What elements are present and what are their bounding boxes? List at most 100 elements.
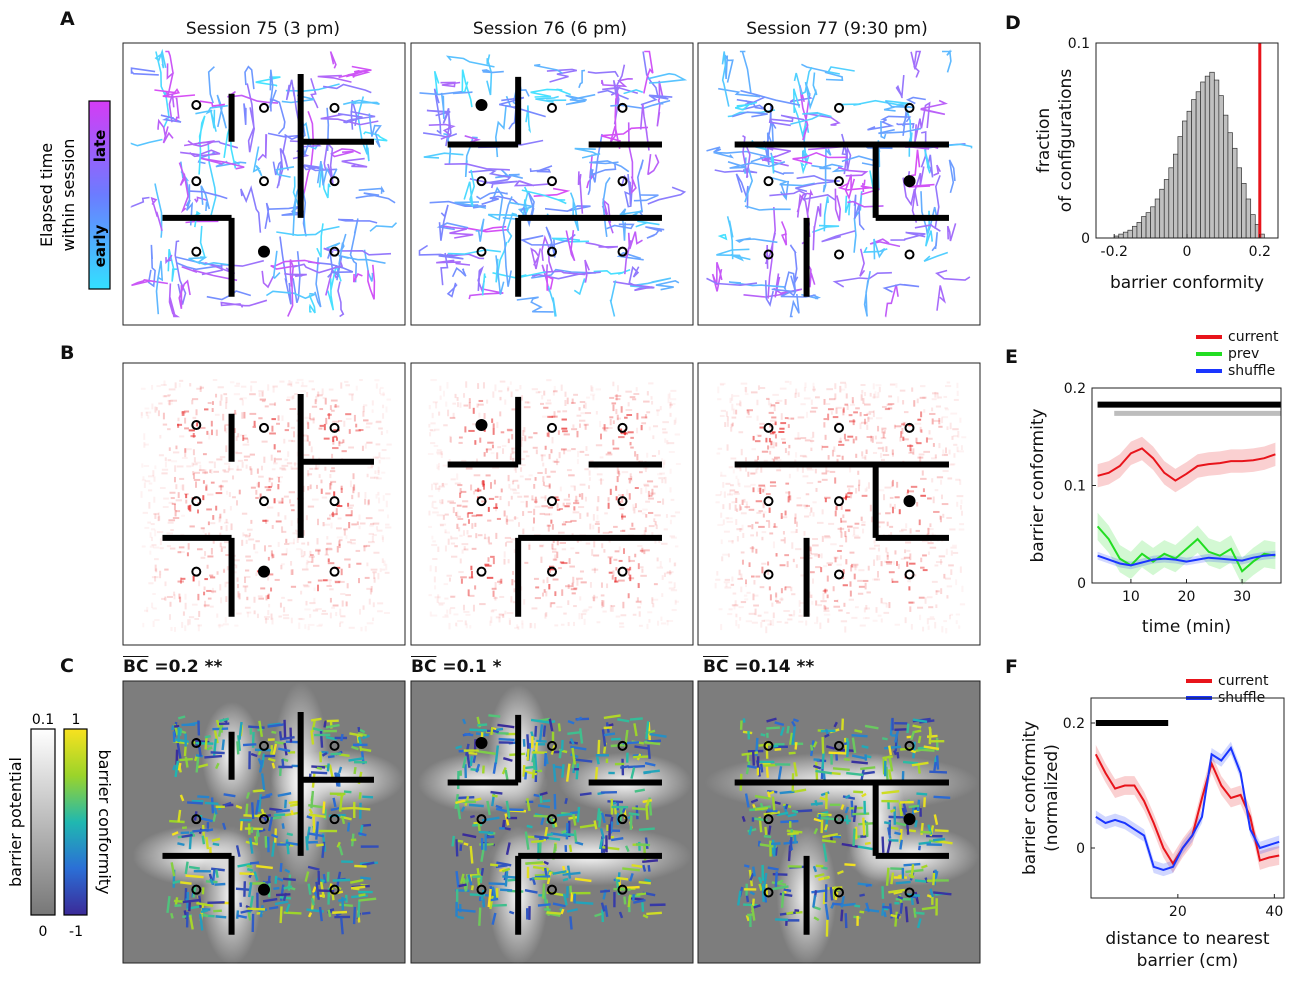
trajectory-segment xyxy=(647,153,660,175)
conformity-segment xyxy=(192,886,197,898)
conformity-segment xyxy=(468,803,484,808)
conformity-segment xyxy=(542,725,547,737)
conformity-segment xyxy=(338,845,344,856)
arrow-field-panel-3 xyxy=(697,362,981,646)
trajectory-segment xyxy=(801,293,822,300)
conformity-segment xyxy=(646,911,662,916)
trajectory-segment xyxy=(369,222,398,232)
conformity-segment xyxy=(171,725,175,731)
legend-f-current: current xyxy=(1186,672,1269,689)
trajectory-segment xyxy=(368,113,382,148)
histogram-bar xyxy=(1232,147,1238,239)
conformity-segment xyxy=(864,841,871,846)
conformity-segment xyxy=(357,736,362,745)
conformity-segment xyxy=(760,733,766,737)
trajectory-panel-2 xyxy=(410,42,694,326)
conformity-segment xyxy=(638,880,652,885)
trajectory-segment xyxy=(735,101,758,111)
conformity-segment xyxy=(821,866,828,870)
histogram-bar xyxy=(1127,229,1133,239)
reward-node xyxy=(763,814,774,825)
trajectory-segment xyxy=(837,182,880,196)
conformity-segment xyxy=(267,757,276,762)
histogram-bar xyxy=(1118,233,1124,239)
conformity-segment xyxy=(902,803,908,813)
conformity-segment xyxy=(645,721,650,740)
trajectory-segment xyxy=(602,177,611,238)
trajectory-segment xyxy=(801,63,844,82)
conformity-segment xyxy=(767,866,779,871)
trajectory-segment xyxy=(440,252,449,286)
conformity-segment xyxy=(488,714,501,718)
conformity-segment xyxy=(472,755,477,763)
trajectory-segment xyxy=(168,283,181,318)
trajectory-segment xyxy=(647,72,688,84)
trajectory-segment xyxy=(531,271,602,280)
conformity-segment xyxy=(501,867,511,873)
conformity-segment xyxy=(896,751,900,759)
conformity-segment xyxy=(278,766,282,776)
trajectory-segment xyxy=(131,279,169,287)
colorbar-late-label: late xyxy=(91,130,109,163)
arrow-field-panel-2 xyxy=(410,362,694,646)
conformity-segment xyxy=(811,889,828,894)
trajectory-segment xyxy=(711,262,723,292)
reward-node xyxy=(259,496,269,507)
reward-node xyxy=(191,246,202,257)
conformity-segment xyxy=(901,807,907,816)
conformity-segment xyxy=(894,728,907,731)
trajectory-segment xyxy=(358,185,385,194)
trajectory-segment xyxy=(656,80,664,127)
conformity-segment xyxy=(644,837,649,850)
conformity-segment xyxy=(271,841,276,857)
conformity-segment xyxy=(574,758,593,763)
conformity-segment xyxy=(796,809,813,813)
reward-node xyxy=(834,102,844,113)
conformity-segment xyxy=(457,908,476,913)
session-title-3: Session 77 (9:30 pm) xyxy=(746,19,928,39)
trajectory-segment xyxy=(174,240,187,305)
conformity-segment xyxy=(354,806,371,811)
reward-node xyxy=(476,884,487,895)
trajectory-segment xyxy=(623,89,644,95)
potential-background xyxy=(122,680,406,964)
conformity-segment xyxy=(789,836,793,851)
conformity-segment xyxy=(332,910,348,914)
conformity-segment xyxy=(307,883,312,895)
conformity-segment xyxy=(277,877,284,882)
trajectory-segment xyxy=(717,233,728,241)
conformity-segment xyxy=(791,720,796,727)
trajectory-segment xyxy=(933,164,942,177)
conformity-segment xyxy=(885,867,890,886)
trajectory-segment xyxy=(742,135,751,179)
conformity-segment xyxy=(259,905,264,918)
conformity-segment xyxy=(862,817,866,836)
trajectory-segment xyxy=(284,272,307,278)
conformity-segment xyxy=(833,721,838,728)
bc-symbol: BC xyxy=(411,657,437,677)
conformity-segment xyxy=(312,727,324,733)
conformity-segment xyxy=(748,826,753,836)
trajectory-segment xyxy=(200,185,211,212)
conformity-segment xyxy=(451,835,456,847)
conformity-segment xyxy=(350,885,366,890)
y-axis-label: barrier conformity xyxy=(1028,408,1048,562)
conformity-segment xyxy=(488,897,499,902)
reward-node xyxy=(329,176,340,187)
conformity-segment xyxy=(362,823,372,827)
trajectory-segment xyxy=(198,115,206,175)
histogram-bar xyxy=(1218,95,1224,239)
trajectory-segment xyxy=(338,218,378,224)
conformity-segment xyxy=(477,822,481,832)
trajectory-segment xyxy=(645,226,665,239)
conformity-segment xyxy=(351,745,359,751)
reward-node xyxy=(191,814,202,825)
trajectory-segment xyxy=(279,236,292,305)
conformity-segment xyxy=(750,905,756,921)
conformity-segment xyxy=(236,914,248,919)
conformity-segment xyxy=(897,895,904,900)
conformity-segment xyxy=(894,831,901,836)
trajectory-segment xyxy=(601,77,633,88)
trajectory-segment xyxy=(481,69,504,74)
trajectory-segment xyxy=(154,183,163,238)
